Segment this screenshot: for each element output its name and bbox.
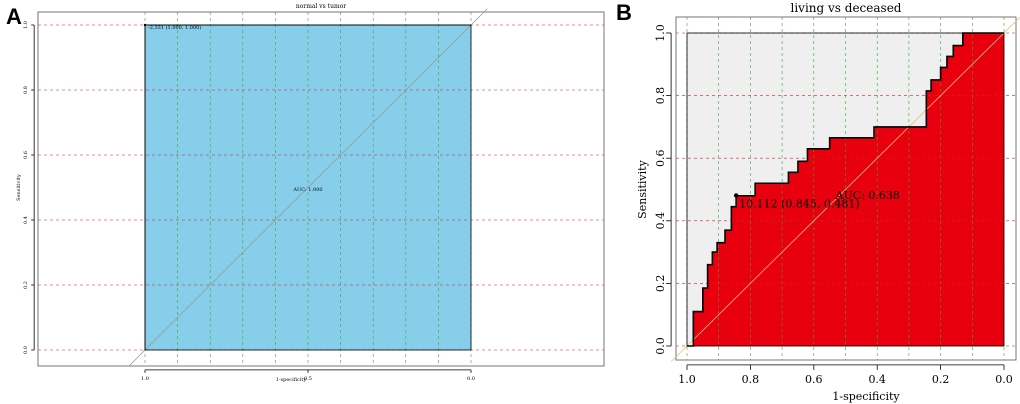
threshold-label: 10.112 (0.845, 0.481) — [739, 197, 860, 210]
x-axis-label: 1-specificity — [832, 390, 900, 403]
panel-a-letter: A — [6, 4, 22, 29]
x-tick-label: 0.5 — [304, 376, 312, 382]
y-axis-label: Sensitivity — [636, 159, 649, 218]
roc-curve — [687, 32, 1004, 347]
y-tick-label: 0.6 — [654, 149, 667, 167]
y-tick-label: 1.0 — [654, 24, 667, 42]
threshold-point — [143, 23, 147, 27]
y-tick-label: 0.0 — [654, 337, 667, 355]
y-tick-label: 1.0 — [23, 21, 29, 29]
threshold-label: -2.331 (1.000, 1.000) — [148, 24, 201, 31]
x-tick-label: 0.0 — [995, 373, 1013, 386]
y-tick-label: 0.6 — [23, 151, 29, 159]
y-tick-label: 0.2 — [654, 275, 667, 293]
y-tick-label: 0.4 — [23, 216, 29, 224]
auc-label: AUC: 1.000 — [292, 187, 322, 193]
panel-a-figure: A normal vs tumor 1.0 0.5 0.0 1-specificity 0… — [6, 3, 605, 383]
panel-b-figure: B living vs deceased 1.0 0.8 0.6 0.4 0.2 0.0 1-… — [616, 0, 1020, 403]
x-tick-label: 1.0 — [141, 376, 149, 382]
x-tick-label: 0.8 — [742, 373, 760, 386]
diagonal-reference-line — [670, 17, 1020, 362]
roc-square — [686, 32, 1005, 347]
y-tick-label: 0.4 — [654, 212, 667, 230]
roc-chart-living-vs-deceased: living vs deceased 1.0 0.8 0.6 0.4 0.2 0.0 1-sp… — [636, 1, 1020, 403]
y-axis-label: Sensitivity — [16, 174, 22, 201]
y-tick-label: 0.0 — [23, 346, 29, 354]
x-tick-label: 0.6 — [805, 373, 823, 386]
x-tick-label: 0.2 — [932, 373, 950, 386]
roc-chart-normal-vs-tumor: normal vs tumor 1.0 0.5 0.0 1-specificity 0.0… — [16, 3, 605, 383]
y-tick-label: 0.8 — [23, 86, 29, 94]
diagonal-reference-line — [128, 8, 488, 367]
y-tick-label: 0.8 — [654, 87, 667, 105]
roc-square — [144, 24, 472, 351]
x-tick-label: 0.0 — [467, 376, 475, 382]
chart-title: living vs deceased — [791, 1, 902, 15]
threshold-point — [733, 193, 739, 198]
x-axis-label: 1-specificity — [276, 377, 307, 383]
x-tick-label: 0.4 — [868, 373, 886, 386]
x-tick-label: 1.0 — [678, 373, 696, 386]
y-tick-label: 0.2 — [23, 281, 29, 289]
auc-label: AUC: 0.638 — [835, 189, 900, 202]
chart-title: normal vs tumor — [296, 3, 346, 10]
panel-b-letter: B — [616, 0, 632, 25]
